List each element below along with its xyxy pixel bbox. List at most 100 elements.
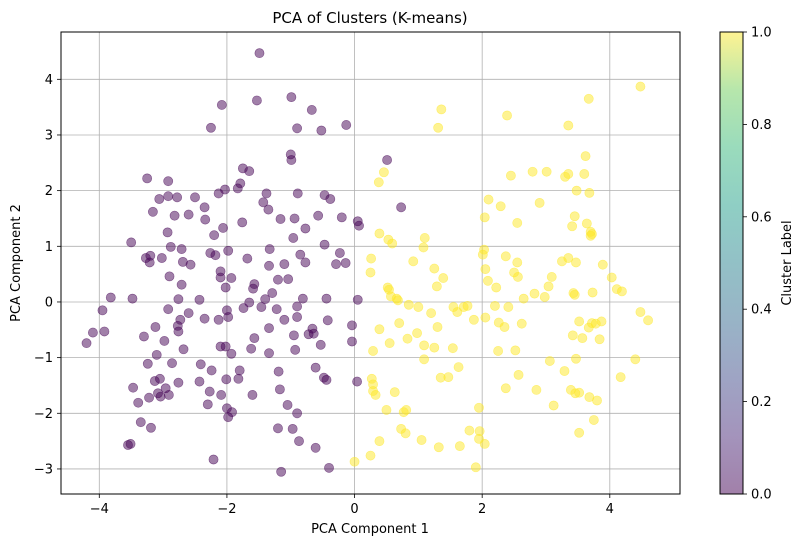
data-point-cluster-0 <box>135 417 146 428</box>
data-point-cluster-0 <box>156 253 167 263</box>
data-point-cluster-0 <box>163 176 174 187</box>
data-point-cluster-0 <box>213 314 224 325</box>
data-point-cluster-0 <box>275 214 286 224</box>
data-point-cluster-1 <box>569 211 580 222</box>
data-point-cluster-0 <box>347 320 357 331</box>
data-point-cluster-1 <box>563 120 574 131</box>
x-tick-label: 0 <box>350 502 358 517</box>
data-point-cluster-1 <box>516 318 527 329</box>
data-point-cluster-0 <box>178 344 189 355</box>
data-point-cluster-0 <box>220 341 231 352</box>
data-point-cluster-1 <box>531 385 542 395</box>
data-point-cluster-0 <box>139 331 149 342</box>
data-point-cluster-1 <box>468 314 479 325</box>
data-point-cluster-1 <box>563 169 574 179</box>
data-point-cluster-1 <box>389 387 400 398</box>
data-point-cluster-0 <box>209 230 220 241</box>
data-point-cluster-1 <box>394 318 405 329</box>
colorbar-label: Cluster Label <box>780 220 795 305</box>
data-point-cluster-1 <box>474 402 484 413</box>
data-point-cluster-0 <box>341 120 352 130</box>
data-point-cluster-0 <box>276 466 287 477</box>
data-point-cluster-1 <box>462 300 473 311</box>
data-point-cluster-0 <box>261 188 272 199</box>
data-point-cluster-0 <box>206 122 216 133</box>
data-point-cluster-0 <box>242 253 253 264</box>
data-point-cluster-0 <box>105 292 116 303</box>
x-axis-ticks: −4 −2 0 2 4 <box>90 494 614 517</box>
data-point-cluster-1 <box>513 369 524 380</box>
data-point-cluster-1 <box>580 151 591 162</box>
data-point-cluster-1 <box>419 354 430 365</box>
data-point-cluster-1 <box>567 221 578 232</box>
data-point-cluster-0 <box>254 48 265 59</box>
data-point-cluster-1 <box>541 166 552 177</box>
data-point-cluster-1 <box>433 122 444 133</box>
data-point-cluster-1 <box>429 342 440 353</box>
y-tick-label: −2 <box>34 407 53 422</box>
data-point-cluster-1 <box>480 312 491 323</box>
data-point-cluster-0 <box>352 376 362 387</box>
data-point-cluster-1 <box>597 259 608 270</box>
data-point-cluster-0 <box>248 283 258 294</box>
data-point-cluster-1 <box>429 263 440 274</box>
data-point-cluster-0 <box>223 245 234 256</box>
data-point-cluster-0 <box>310 442 321 453</box>
data-point-cluster-1 <box>518 293 529 304</box>
chart-title: PCA of Clusters (K-means) <box>272 9 467 27</box>
data-point-cluster-0 <box>147 206 158 217</box>
data-point-cluster-0 <box>223 412 234 423</box>
data-point-cluster-0 <box>316 125 327 136</box>
data-point-cluster-1 <box>413 302 424 312</box>
data-point-cluster-0 <box>144 392 154 403</box>
data-point-cluster-1 <box>563 253 574 263</box>
data-point-cluster-0 <box>175 314 186 325</box>
data-point-cluster-1 <box>483 275 493 286</box>
data-point-cluster-0 <box>258 197 269 208</box>
data-point-cluster-0 <box>249 333 260 344</box>
data-point-cluster-0 <box>336 212 347 223</box>
colorbar-tick-label: 0.2 <box>751 395 772 410</box>
data-point-cluster-0 <box>295 249 306 260</box>
data-point-cluster-0 <box>159 336 170 346</box>
data-point-cluster-1 <box>581 218 592 229</box>
data-point-cluster-1 <box>574 387 585 398</box>
data-point-cluster-1 <box>588 415 599 425</box>
data-point-cluster-1 <box>539 292 550 302</box>
data-point-cluster-0 <box>273 274 283 285</box>
data-point-cluster-0 <box>382 155 392 165</box>
data-point-cluster-1 <box>373 177 384 188</box>
data-point-cluster-0 <box>163 304 174 315</box>
data-point-cluster-0 <box>199 313 210 324</box>
x-tick-label: 2 <box>478 502 486 517</box>
data-point-cluster-0 <box>128 382 139 393</box>
data-point-cluster-1 <box>574 316 585 327</box>
data-point-cluster-0 <box>218 223 228 233</box>
data-point-cluster-1 <box>527 166 538 177</box>
data-point-cluster-0 <box>300 223 311 234</box>
data-point-cluster-0 <box>164 271 175 282</box>
data-point-cluster-1 <box>643 315 653 326</box>
data-point-cluster-0 <box>190 192 200 203</box>
data-point-cluster-0 <box>183 308 194 318</box>
data-point-cluster-0 <box>223 312 234 322</box>
colorbar <box>720 32 743 494</box>
data-point-cluster-0 <box>172 192 183 203</box>
data-point-cluster-0 <box>195 359 206 370</box>
data-point-cluster-0 <box>340 258 351 268</box>
data-point-cluster-0 <box>99 326 110 337</box>
data-point-cluster-1 <box>587 287 598 298</box>
data-point-cluster-0 <box>260 294 271 305</box>
data-point-cluster-0 <box>319 239 330 250</box>
data-point-cluster-1 <box>495 201 506 212</box>
data-point-cluster-1 <box>483 194 494 205</box>
data-point-cluster-0 <box>331 259 341 270</box>
data-point-cluster-1 <box>454 441 465 452</box>
data-point-cluster-0 <box>142 173 153 184</box>
data-point-cluster-0 <box>289 213 300 224</box>
data-point-cluster-1 <box>615 372 626 383</box>
data-point-cluster-1 <box>512 218 523 228</box>
data-point-cluster-1 <box>529 288 540 299</box>
data-point-cluster-1 <box>447 343 458 354</box>
data-point-cluster-0 <box>288 233 299 243</box>
